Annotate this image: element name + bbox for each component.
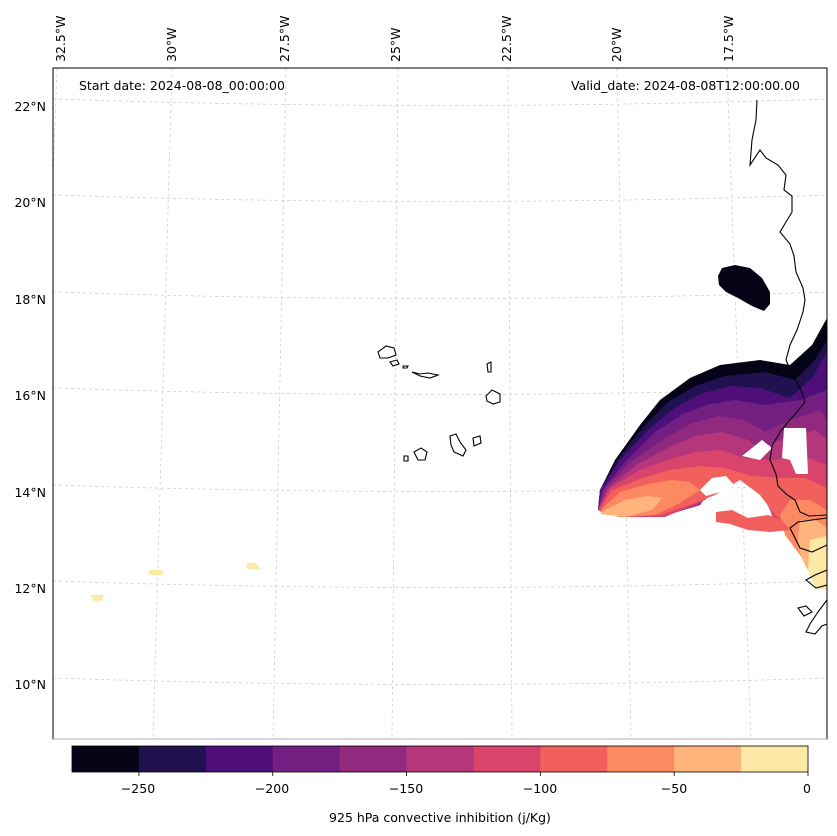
island-santiago (449, 433, 467, 457)
parallel-gridlines (53, 98, 827, 685)
colorbar-swatch (138, 746, 207, 772)
cin-filled-contours (90, 265, 827, 601)
cb-tick-label-neg250: −250 (121, 781, 155, 796)
island-sao-nicolau (411, 371, 440, 379)
cin-contour-band-025 (600, 496, 827, 585)
lat-label-12n: 12°N (14, 581, 46, 596)
cin-contour-gap-1 (782, 428, 808, 474)
colorbar-swatch (607, 746, 675, 772)
coastline-sierra-leone (805, 569, 827, 589)
colorbar-swatch (741, 746, 809, 772)
lat-label-20n: 20°N (14, 195, 46, 210)
colorbar-swatch (272, 746, 341, 772)
island-fogo (413, 447, 428, 461)
cb-tick-label-0: 0 (803, 781, 811, 796)
colorbar-ticks (138, 772, 809, 776)
colorbar-swatch (674, 746, 742, 772)
cb-tick-label-neg50: −50 (661, 781, 687, 796)
colorbar-swatch (540, 746, 608, 772)
coastline-south (805, 599, 827, 635)
lat-label-16n: 16°N (14, 388, 46, 403)
colorbar: −250 −200 −150 −100 −50 0 925 hPa convec… (71, 745, 811, 825)
island-maio (472, 435, 482, 447)
lon-label-27-5w: 27.5°W (277, 16, 292, 62)
meridian-gridlines (53, 68, 752, 739)
lon-label-17-5w: 17.5°W (721, 16, 736, 62)
lat-tick-labels: 22°N 20°N 18°N 16°N 14°N 12°N 10°N (14, 99, 46, 692)
cin-contour-small-patch-3 (247, 563, 261, 569)
colorbar-frame (71, 745, 809, 773)
lat-label-14n: 14°N (14, 485, 46, 500)
island-santa-luzia (402, 365, 409, 369)
island-sal (486, 361, 492, 373)
lat-label-22n: 22°N (14, 99, 46, 114)
lon-tick-labels: 32.5°W 30°W 27.5°W 25°W 22.5°W 20°W 17.5… (53, 16, 736, 62)
colorbar-swatch (473, 746, 541, 772)
cin-contour-blob-north (718, 265, 770, 311)
lon-label-32-5w: 32.5°W (53, 16, 68, 62)
island-santo-antao (377, 345, 397, 359)
island-sao-vicente (389, 359, 400, 367)
cin-contour-coastal-patch (716, 510, 790, 532)
coastline-west-africa (749, 99, 827, 517)
cb-tick-label-neg200: −200 (255, 781, 289, 796)
colorbar-swatches (72, 746, 809, 772)
lon-label-30w: 30°W (164, 27, 179, 62)
start-date-label: Start date: 2024-08-08_00:00:00 (79, 78, 285, 93)
island-brava (403, 455, 409, 462)
cin-contour-gap-2 (700, 476, 735, 496)
lon-label-25w: 25°W (388, 27, 403, 62)
lat-label-18n: 18°N (14, 292, 46, 307)
cin-contour-small-patch-2 (149, 570, 163, 575)
colorbar-title: 925 hPa convective inhibition (j/Kg) (329, 810, 551, 825)
lat-label-10n: 10°N (14, 677, 46, 692)
cb-tick-label-neg100: −100 (523, 781, 557, 796)
lon-label-22-5w: 22.5°W (499, 16, 514, 62)
valid-date-label: Valid_date: 2024-08-08T12:00:00.00 (571, 78, 800, 93)
coastlines (377, 99, 827, 635)
colorbar-swatch (339, 746, 408, 772)
colorbar-swatch (72, 746, 140, 772)
coastline-guinea (789, 517, 827, 553)
colorbar-swatch (406, 746, 474, 772)
cin-contour-small-patch-1 (90, 595, 104, 601)
colorbar-swatch (205, 746, 274, 772)
lon-label-20w: 20°W (609, 27, 624, 62)
cb-tick-label-neg150: −150 (389, 781, 423, 796)
cin-contour-gap-3 (742, 440, 772, 460)
island-boa-vista (485, 389, 501, 405)
coastline-bijagos (797, 605, 813, 617)
